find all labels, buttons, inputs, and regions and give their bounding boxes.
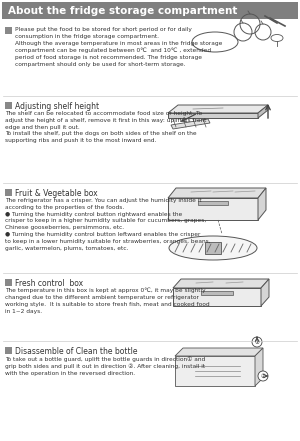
Text: Disassemble of Clean the bottle: Disassemble of Clean the bottle	[15, 347, 137, 356]
Circle shape	[258, 371, 268, 381]
Polygon shape	[173, 279, 269, 288]
Bar	[5, 189, 12, 196]
Bar	[201, 291, 233, 295]
Text: Adjusting shelf height: Adjusting shelf height	[15, 102, 99, 111]
Bar	[5, 102, 12, 109]
Text: About the fridge storage compartment: About the fridge storage compartment	[8, 5, 237, 15]
Text: The shelf can be relocated to accommodate food size or height. To
adjust the hei: The shelf can be relocated to accommodat…	[5, 111, 206, 143]
Text: To take out a bottle guard, uplift the bottle guards in direction① and
grip both: To take out a bottle guard, uplift the b…	[5, 356, 205, 376]
Text: Fresh control  box: Fresh control box	[15, 279, 83, 288]
Bar	[5, 347, 12, 354]
Polygon shape	[255, 348, 263, 386]
Circle shape	[252, 337, 262, 347]
Polygon shape	[173, 288, 261, 306]
Polygon shape	[175, 348, 263, 356]
Polygon shape	[258, 188, 266, 220]
Polygon shape	[171, 119, 210, 129]
Text: Fruit & Vegetable box: Fruit & Vegetable box	[15, 189, 98, 198]
Polygon shape	[168, 113, 258, 118]
Text: The refrigerator has a crisper. You can adjust the humidity inside it
according : The refrigerator has a crisper. You can …	[5, 198, 211, 250]
Polygon shape	[168, 188, 266, 198]
Text: Please put the food to be stored for short period or for daily
consumption in th: Please put the food to be stored for sho…	[15, 27, 222, 67]
Text: The temperature in this box is kept at approx 0℃, it may be slightly
changed due: The temperature in this box is kept at a…	[5, 288, 210, 314]
Ellipse shape	[169, 236, 257, 260]
Bar	[2, 2, 298, 19]
Bar	[198, 201, 228, 205]
Polygon shape	[168, 198, 258, 220]
Bar	[5, 279, 12, 286]
Bar	[205, 242, 221, 254]
Text: ①: ①	[255, 340, 260, 344]
Polygon shape	[175, 356, 255, 386]
Bar	[5, 27, 12, 34]
Polygon shape	[168, 105, 268, 113]
Polygon shape	[258, 105, 268, 118]
Polygon shape	[261, 279, 269, 306]
Text: ②: ②	[261, 374, 266, 378]
